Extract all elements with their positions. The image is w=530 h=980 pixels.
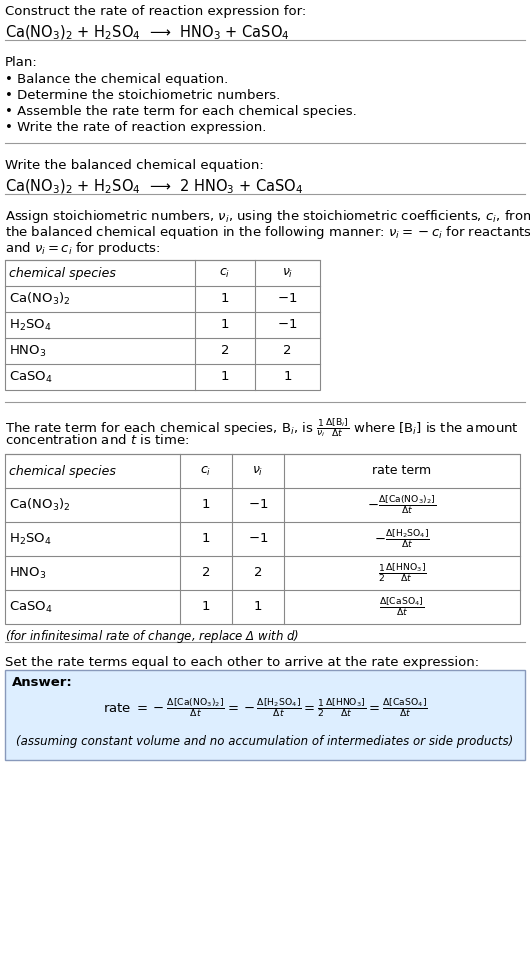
- Text: $-\frac{\Delta[\mathrm{Ca(NO_3)_2}]}{\Delta t}$: $-\frac{\Delta[\mathrm{Ca(NO_3)_2}]}{\De…: [367, 494, 437, 516]
- Text: rate $= -\frac{\Delta[\mathrm{Ca(NO_3)_2}]}{\Delta t} = -\frac{\Delta[\mathrm{H_: rate $= -\frac{\Delta[\mathrm{Ca(NO_3)_2…: [103, 697, 427, 719]
- Text: chemical species: chemical species: [9, 267, 116, 279]
- Text: CaSO$_4$: CaSO$_4$: [9, 600, 52, 614]
- FancyBboxPatch shape: [5, 670, 525, 760]
- Text: $-1$: $-1$: [277, 318, 298, 331]
- Text: $c_i$: $c_i$: [219, 267, 231, 279]
- Text: Ca(NO$_3$)$_2$: Ca(NO$_3$)$_2$: [9, 497, 70, 514]
- Text: 2: 2: [254, 566, 262, 579]
- Text: HNO$_3$: HNO$_3$: [9, 565, 47, 580]
- Text: CaSO$_4$: CaSO$_4$: [9, 369, 52, 384]
- Text: 1: 1: [283, 370, 292, 383]
- Text: chemical species: chemical species: [9, 465, 116, 477]
- Text: 1: 1: [202, 532, 210, 546]
- Text: the balanced chemical equation in the following manner: $\nu_i = -c_i$ for react: the balanced chemical equation in the fo…: [5, 224, 530, 241]
- Text: (for infinitesimal rate of change, replace Δ with $d$): (for infinitesimal rate of change, repla…: [5, 628, 299, 645]
- Text: $c_i$: $c_i$: [200, 465, 211, 477]
- Text: 1: 1: [221, 318, 229, 331]
- Text: $-1$: $-1$: [248, 499, 268, 512]
- Text: $\frac{\Delta[\mathrm{CaSO_4}]}{\Delta t}$: $\frac{\Delta[\mathrm{CaSO_4}]}{\Delta t…: [379, 596, 425, 618]
- Text: Assign stoichiometric numbers, $\nu_i$, using the stoichiometric coefficients, $: Assign stoichiometric numbers, $\nu_i$, …: [5, 208, 530, 225]
- Text: Set the rate terms equal to each other to arrive at the rate expression:: Set the rate terms equal to each other t…: [5, 656, 479, 669]
- Text: The rate term for each chemical species, B$_i$, is $\frac{1}{\nu_i}\frac{\Delta[: The rate term for each chemical species,…: [5, 416, 519, 439]
- Text: 2: 2: [221, 345, 229, 358]
- Text: $\frac{1}{2}\frac{\Delta[\mathrm{HNO_3}]}{\Delta t}$: $\frac{1}{2}\frac{\Delta[\mathrm{HNO_3}]…: [377, 562, 427, 584]
- Text: • Write the rate of reaction expression.: • Write the rate of reaction expression.: [5, 121, 267, 134]
- Text: Plan:: Plan:: [5, 56, 38, 69]
- Text: Construct the rate of reaction expression for:: Construct the rate of reaction expressio…: [5, 5, 306, 18]
- Text: Answer:: Answer:: [12, 676, 73, 689]
- Text: $-1$: $-1$: [277, 292, 298, 306]
- Text: 2: 2: [283, 345, 292, 358]
- Text: concentration and $t$ is time:: concentration and $t$ is time:: [5, 433, 189, 447]
- Text: 1: 1: [202, 499, 210, 512]
- Text: • Assemble the rate term for each chemical species.: • Assemble the rate term for each chemic…: [5, 105, 357, 118]
- Text: Ca(NO$_3$)$_2$: Ca(NO$_3$)$_2$: [9, 291, 70, 307]
- Text: 1: 1: [202, 601, 210, 613]
- Text: H$_2$SO$_4$: H$_2$SO$_4$: [9, 531, 51, 547]
- Text: and $\nu_i = c_i$ for products:: and $\nu_i = c_i$ for products:: [5, 240, 161, 257]
- Text: rate term: rate term: [373, 465, 431, 477]
- Text: 1: 1: [254, 601, 262, 613]
- Text: (assuming constant volume and no accumulation of intermediates or side products): (assuming constant volume and no accumul…: [16, 736, 514, 749]
- Text: • Determine the stoichiometric numbers.: • Determine the stoichiometric numbers.: [5, 89, 280, 102]
- Text: Write the balanced chemical equation:: Write the balanced chemical equation:: [5, 159, 264, 172]
- Text: $\nu_i$: $\nu_i$: [252, 465, 264, 477]
- Bar: [5, 454, 520, 624]
- Text: • Balance the chemical equation.: • Balance the chemical equation.: [5, 73, 228, 86]
- Text: 1: 1: [221, 370, 229, 383]
- Text: H$_2$SO$_4$: H$_2$SO$_4$: [9, 318, 51, 332]
- Text: $-\frac{\Delta[\mathrm{H_2SO_4}]}{\Delta t}$: $-\frac{\Delta[\mathrm{H_2SO_4}]}{\Delta…: [374, 527, 430, 551]
- Text: 1: 1: [221, 292, 229, 306]
- Text: Ca(NO$_3$)$_2$ + H$_2$SO$_4$  ⟶  HNO$_3$ + CaSO$_4$: Ca(NO$_3$)$_2$ + H$_2$SO$_4$ ⟶ HNO$_3$ +…: [5, 24, 289, 42]
- Text: $-1$: $-1$: [248, 532, 268, 546]
- Text: 2: 2: [202, 566, 210, 579]
- Bar: [5, 260, 320, 390]
- Text: HNO$_3$: HNO$_3$: [9, 343, 47, 359]
- Text: Ca(NO$_3$)$_2$ + H$_2$SO$_4$  ⟶  2 HNO$_3$ + CaSO$_4$: Ca(NO$_3$)$_2$ + H$_2$SO$_4$ ⟶ 2 HNO$_3$…: [5, 178, 304, 196]
- Text: $\nu_i$: $\nu_i$: [282, 267, 293, 279]
